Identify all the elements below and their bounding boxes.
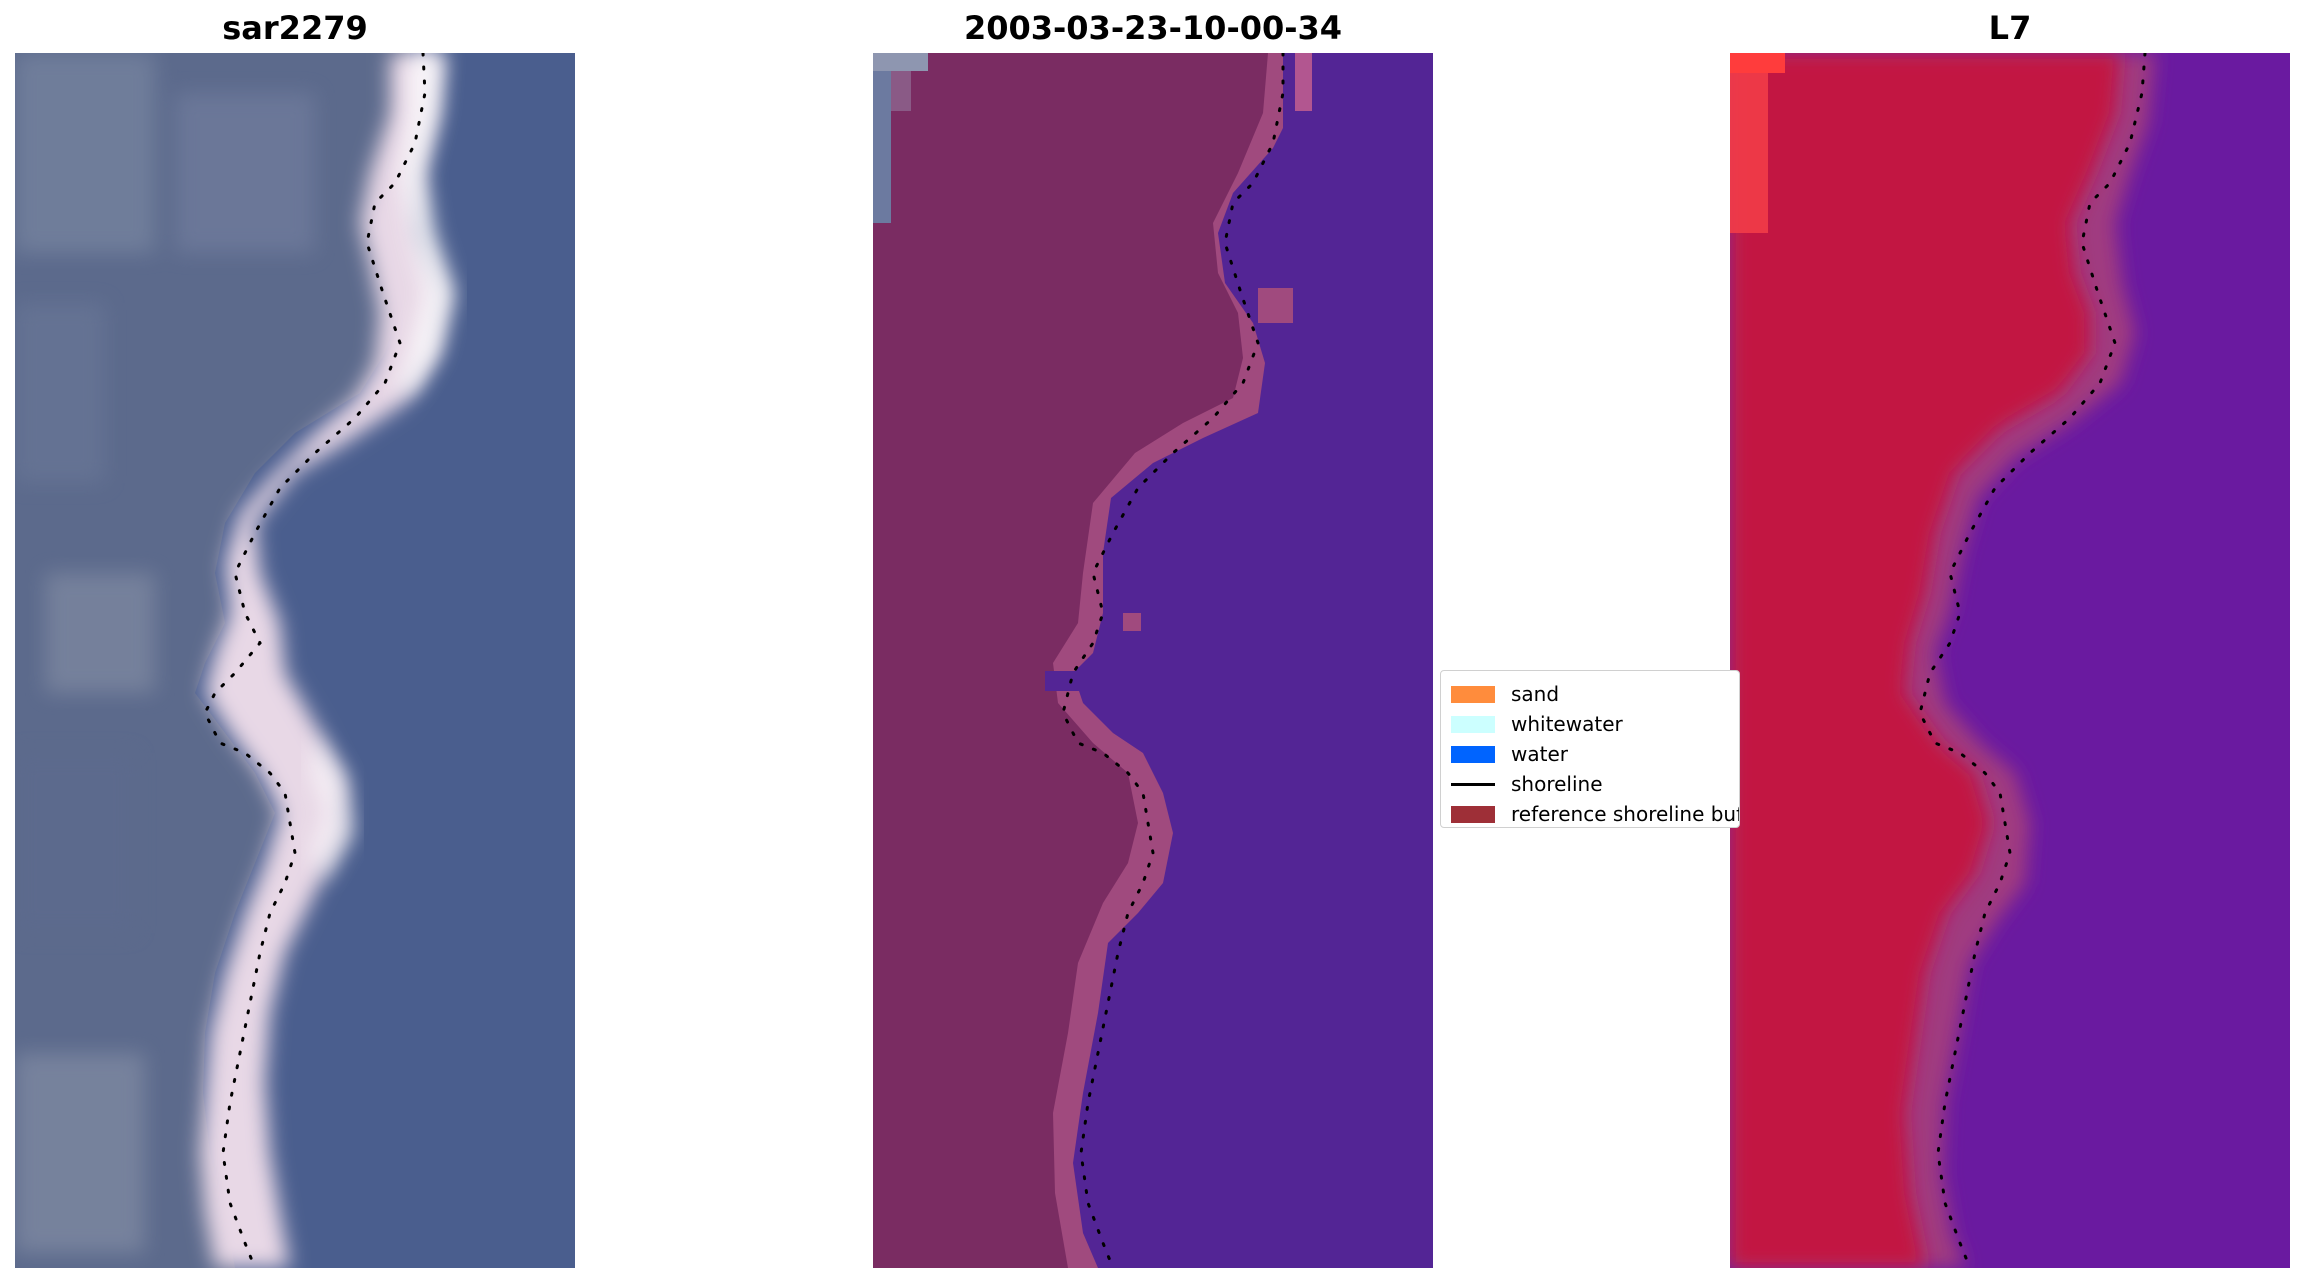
classified-image-panel bbox=[873, 53, 1433, 1268]
reference-buffer-swatch bbox=[1451, 805, 1495, 823]
legend: sand whitewater water shoreline referenc… bbox=[1440, 670, 1740, 828]
legend-label-sand: sand bbox=[1511, 682, 1560, 706]
index-shoreline bbox=[1918, 53, 2147, 1268]
panel-title-classified: 2003-03-23-10-00-34 bbox=[963, 9, 1343, 47]
index-image-panel bbox=[1730, 53, 2290, 1268]
legend-label-whitewater: whitewater bbox=[1511, 712, 1623, 736]
class-land-area bbox=[873, 53, 1268, 1268]
rgb-image bbox=[15, 53, 575, 1268]
water-swatch bbox=[1451, 745, 1495, 763]
rgb-image-panel bbox=[15, 53, 575, 1268]
shoreline-line-swatch bbox=[1451, 782, 1495, 786]
index-land-area bbox=[1730, 53, 2120, 1268]
class-shoreline bbox=[1061, 53, 1285, 1268]
rgb-land-area bbox=[15, 53, 410, 1268]
legend-label-water: water bbox=[1511, 742, 1568, 766]
rgb-beach-strip bbox=[200, 53, 445, 1268]
classified-image bbox=[873, 53, 1433, 1268]
legend-item-reference-buffer: reference shoreline buffer bbox=[1451, 801, 1740, 827]
legend-label-reference-buffer: reference shoreline buffer bbox=[1511, 802, 1740, 826]
legend-label-shoreline: shoreline bbox=[1511, 772, 1603, 796]
rgb-shoreline bbox=[203, 53, 427, 1268]
whitewater-swatch bbox=[1451, 715, 1495, 733]
legend-item-sand: sand bbox=[1451, 681, 1559, 707]
legend-item-water: water bbox=[1451, 741, 1568, 767]
legend-item-shoreline: shoreline bbox=[1451, 771, 1603, 797]
legend-item-whitewater: whitewater bbox=[1451, 711, 1623, 737]
panel-title-index: L7 bbox=[1988, 9, 2032, 47]
panel-title-rgb: sar2279 bbox=[222, 9, 368, 47]
sand-swatch bbox=[1451, 685, 1495, 703]
index-image bbox=[1730, 53, 2290, 1268]
